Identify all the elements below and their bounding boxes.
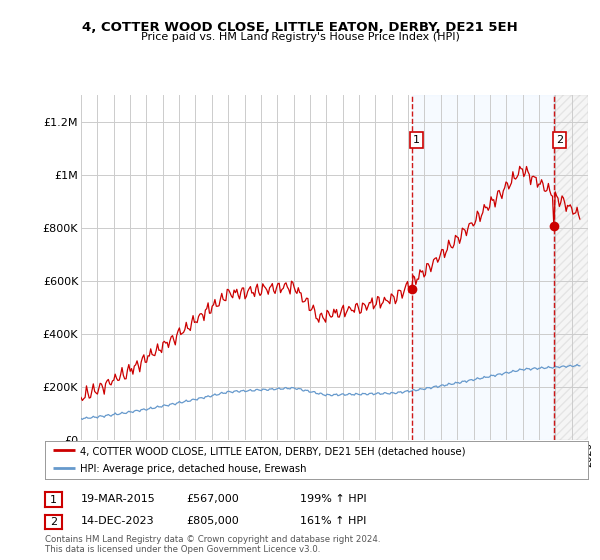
Text: £805,000: £805,000 bbox=[186, 516, 239, 526]
Text: 4, COTTER WOOD CLOSE, LITTLE EATON, DERBY, DE21 5EH (detached house): 4, COTTER WOOD CLOSE, LITTLE EATON, DERB… bbox=[80, 446, 466, 456]
Text: 4, COTTER WOOD CLOSE, LITTLE EATON, DERBY, DE21 5EH: 4, COTTER WOOD CLOSE, LITTLE EATON, DERB… bbox=[82, 21, 518, 34]
Text: 199% ↑ HPI: 199% ↑ HPI bbox=[300, 494, 367, 504]
Text: Price paid vs. HM Land Registry's House Price Index (HPI): Price paid vs. HM Land Registry's House … bbox=[140, 32, 460, 43]
Text: 2: 2 bbox=[556, 135, 563, 145]
Text: HPI: Average price, detached house, Erewash: HPI: Average price, detached house, Erew… bbox=[80, 464, 307, 474]
Text: 14-DEC-2023: 14-DEC-2023 bbox=[81, 516, 155, 526]
Bar bbox=[554, 95, 588, 440]
Text: 1: 1 bbox=[413, 135, 420, 145]
Text: 1: 1 bbox=[50, 494, 57, 505]
Text: Contains HM Land Registry data © Crown copyright and database right 2024.
This d: Contains HM Land Registry data © Crown c… bbox=[45, 535, 380, 554]
Text: £567,000: £567,000 bbox=[186, 494, 239, 504]
Text: 161% ↑ HPI: 161% ↑ HPI bbox=[300, 516, 367, 526]
Bar bbox=[412, 95, 554, 440]
Text: 19-MAR-2015: 19-MAR-2015 bbox=[81, 494, 156, 504]
Text: 2: 2 bbox=[50, 517, 57, 527]
Bar bbox=[554, 95, 588, 440]
